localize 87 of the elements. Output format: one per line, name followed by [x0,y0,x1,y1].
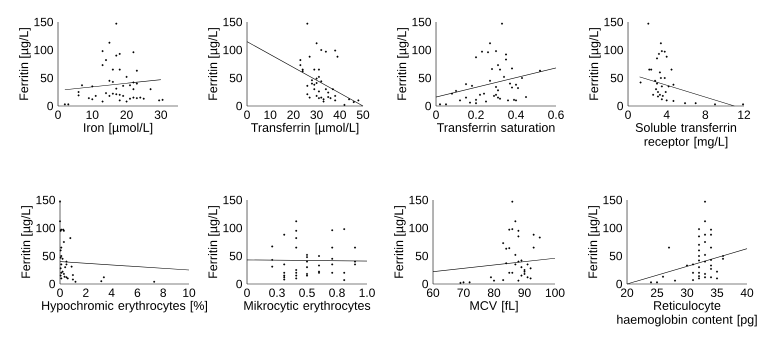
x-tick-label: 35 [710,288,724,297]
x-tick-label: 30 [154,110,168,119]
x-tick-label: 4 [108,288,115,297]
y-tick-label: 0 [422,280,428,288]
y-tick-label: 0 [617,102,624,110]
y-tick-label: 50 [418,74,432,82]
x-tick-label: 30 [310,110,323,119]
y-tick-label: 100 [409,224,428,232]
x-tick-label: 20 [287,110,300,119]
x-tick-label: 0 [55,110,61,119]
x-tick-label: 80 [488,288,500,297]
x-tick-label: 0 [433,110,439,119]
y-axis-title: Ferritin [µg/L] [208,28,220,100]
y-tick-label: 150 [223,18,242,26]
x-tick-label: 40 [740,288,754,297]
x-tick-label: 20 [620,288,634,297]
x-axis-title: Mikrocytic erythrocytes [244,300,370,312]
x-tick-label: 70 [457,288,470,297]
x-tick-label: 90 [518,288,531,297]
y-tick-label: 50 [610,74,624,82]
x-tick-label: 30 [680,288,694,297]
x-tick-label: 50 [356,110,370,119]
x-tick-label: 0.4 [508,110,524,119]
x-tick-label: 0 [625,110,631,119]
y-tick-label: 100 [223,46,242,54]
x-axis-title: Transferrin saturation [437,122,554,132]
x-tick-label: 0 [244,110,250,119]
y-tick-label: 100 [604,46,624,54]
x-axis-title: Iron [µmol/L] [84,122,152,134]
y-tick-label: 100 [412,46,432,54]
x-tick-label: 4 [664,110,670,119]
y-tick-label: 0 [236,102,242,110]
y-tick-label: 150 [604,18,624,26]
x-tick-label: 0.5 [299,288,315,297]
y-tick-label: 0 [425,102,432,110]
y-tick-label: 150 [36,196,56,204]
x-tick-label: 0 [57,288,63,297]
x-tick-label: 10 [183,288,196,297]
y-tick-label: 150 [603,196,622,204]
x-axis-title: Hypochromic erythrocytes [%] [42,300,207,312]
x-tick-label: 0.8 [329,288,345,297]
y-tick-label: 0 [236,280,242,288]
y-tick-label: 50 [42,252,56,260]
y-axis-title: Ferritin [µg/L] [208,206,220,278]
y-tick-label: 50 [610,252,622,260]
x-tick-label: 6 [134,288,140,297]
y-tick-label: 150 [223,196,242,204]
y-tick-label: 0 [47,102,54,110]
x-tick-label: 0.3 [269,288,285,297]
x-tick-label: 0.6 [548,110,564,119]
y-axis-title: Ferritin [µg/L] [19,28,31,100]
x-axis-title: Soluble transferrin receptor [mg/L] [636,122,736,148]
y-tick-label: 0 [616,280,622,288]
x-tick-label: 1.0 [360,288,375,297]
x-tick-label: 20 [120,110,133,119]
y-tick-label: 150 [412,18,432,26]
y-tick-label: 100 [34,46,54,54]
y-axis-title: Ferritin [µg/L] [397,28,409,100]
y-axis-title: Ferritin [µg/L] [589,28,601,100]
x-tick-label: 0 [244,288,250,297]
x-tick-label: 12 [738,110,750,119]
y-tick-label: 150 [34,18,54,26]
x-tick-label: 40 [333,110,346,119]
x-axis-title: Transferrin [µmol/L] [251,122,358,134]
x-tick-label: 10 [264,110,276,119]
y-tick-label: 50 [230,74,242,82]
x-tick-label: 0.2 [468,110,484,119]
y-axis-title: Ferritin [µg/L] [21,206,33,278]
x-axis-title: MCV [fL] [470,300,518,312]
y-tick-label: 0 [49,280,56,288]
y-tick-label: 50 [230,252,242,260]
y-axis-title: Ferritin [µg/L] [588,206,600,278]
y-tick-label: 50 [40,74,54,82]
x-tick-label: 10 [86,110,98,119]
y-tick-label: 150 [409,196,428,204]
x-tick-label: 8 [702,110,708,119]
x-tick-label: 2 [83,288,89,297]
y-tick-label: 100 [36,224,56,232]
x-tick-label: 8 [160,288,166,297]
y-tick-label: 100 [603,224,622,232]
x-tick-label: 100 [546,288,565,297]
x-axis-title: Reticulocyte haemoglobin content [pg] [617,300,757,326]
x-tick-label: 60 [426,288,440,297]
y-axis-title: Ferritin [µg/L] [394,206,406,278]
x-tick-label: 25 [650,288,664,297]
y-tick-label: 50 [416,252,428,260]
y-tick-label: 100 [223,224,242,232]
